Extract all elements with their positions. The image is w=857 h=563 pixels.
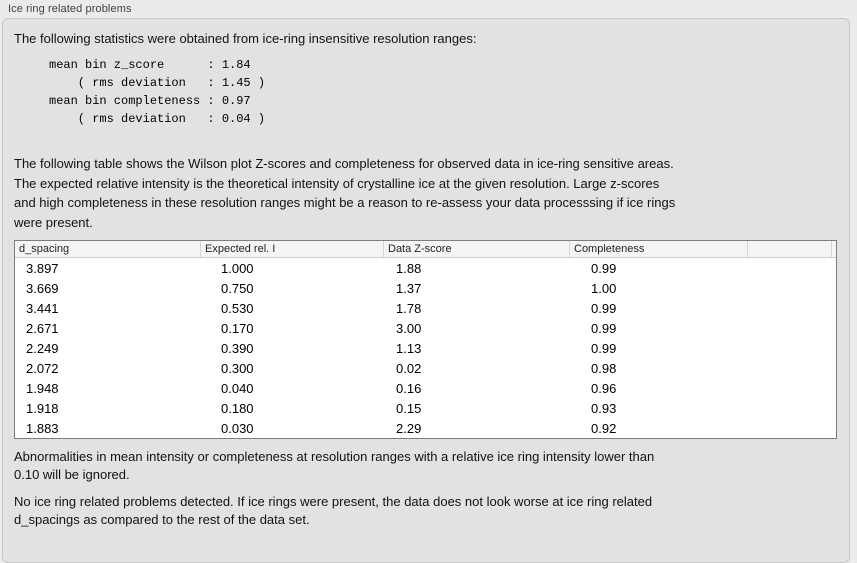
table-cell: 0.750 [221, 280, 254, 296]
table-row[interactable]: 3.669 0.750 1.37 1.00 [15, 278, 836, 298]
table-cell: 0.99 [591, 340, 617, 356]
table-cell: 0.390 [221, 340, 254, 356]
column-header-filler [832, 241, 836, 257]
table-cell: 0.99 [591, 300, 617, 316]
table-cell: 2.671 [26, 320, 59, 336]
table-row[interactable]: 2.072 0.300 0.02 0.98 [15, 358, 836, 378]
table-cell: 3.669 [26, 280, 59, 296]
table-description-text: The following table shows the Wilson plo… [14, 156, 676, 230]
table-cell: 0.300 [221, 360, 254, 376]
stats-block: mean bin z_score : 1.84 ( rms deviation … [49, 58, 266, 126]
ice-ring-panel: The following statistics were obtained f… [2, 18, 850, 563]
table-cell: 1.37 [396, 280, 422, 296]
table-cell: 0.170 [221, 320, 254, 336]
ignore-threshold-text: Abnormalities in mean intensity or compl… [14, 449, 655, 482]
table-cell: 0.93 [591, 400, 617, 416]
table-row[interactable]: 1.948 0.040 0.16 0.96 [15, 378, 836, 398]
table-cell: 1.13 [396, 340, 422, 356]
table-cell: 0.99 [591, 260, 617, 276]
column-header-expected-rel-i[interactable]: Expected rel. I [201, 241, 384, 257]
table-cell: 3.00 [396, 320, 422, 336]
table-cell: 3.897 [26, 260, 59, 276]
table-row[interactable]: 2.671 0.170 3.00 0.99 [15, 318, 836, 338]
table-cell: 0.040 [221, 380, 254, 396]
table-cell: 0.16 [396, 380, 422, 396]
table-cell: 2.29 [396, 420, 422, 436]
table-header-row: d_spacing Expected rel. I Data Z-score Comp… [15, 241, 836, 258]
column-header-d-spacing[interactable]: d_spacing [15, 241, 201, 257]
table-cell: 0.15 [396, 400, 422, 416]
table-row[interactable]: 1.918 0.180 0.15 0.93 [15, 398, 836, 418]
table-cell: 0.98 [591, 360, 617, 376]
conclusion-text: No ice ring related problems detected. I… [14, 494, 653, 527]
table-cell: 0.96 [591, 380, 617, 396]
table-cell: 1.78 [396, 300, 422, 316]
table-row[interactable]: 2.249 0.390 1.13 0.99 [15, 338, 836, 358]
table-cell: 3.441 [26, 300, 59, 316]
table-cell: 1.948 [26, 380, 59, 396]
table-cell: 1.918 [26, 400, 59, 416]
table-cell: 1.88 [396, 260, 422, 276]
intro-text: The following statistics were obtained f… [14, 31, 477, 46]
table-cell: 0.99 [591, 320, 617, 336]
groupbox-title: Ice ring related problems [8, 3, 132, 15]
column-header-blank[interactable] [748, 241, 832, 257]
table-body: 3.897 1.000 1.88 0.99 3.669 0.750 1.37 1.00 3.44… [15, 258, 836, 438]
table-row[interactable]: 3.897 1.000 1.88 0.99 [15, 258, 836, 278]
table-cell: 2.072 [26, 360, 59, 376]
table-cell: 1.000 [221, 260, 254, 276]
table-cell: 0.030 [221, 420, 254, 436]
table-row[interactable]: 3.441 0.530 1.78 0.99 [15, 298, 836, 318]
table-cell: 1.00 [591, 280, 617, 296]
table-cell: 0.92 [591, 420, 617, 436]
column-header-completeness[interactable]: Completeness [570, 241, 748, 257]
table-cell: 1.883 [26, 420, 59, 436]
table-cell: 2.249 [26, 340, 59, 356]
column-header-data-z-score[interactable]: Data Z-score [384, 241, 570, 257]
ice-ring-table: d_spacing Expected rel. I Data Z-score Comp… [14, 240, 837, 439]
table-row[interactable]: 1.883 0.030 2.29 0.92 [15, 418, 836, 438]
table-cell: 0.180 [221, 400, 254, 416]
table-cell: 0.02 [396, 360, 422, 376]
table-cell: 0.530 [221, 300, 254, 316]
